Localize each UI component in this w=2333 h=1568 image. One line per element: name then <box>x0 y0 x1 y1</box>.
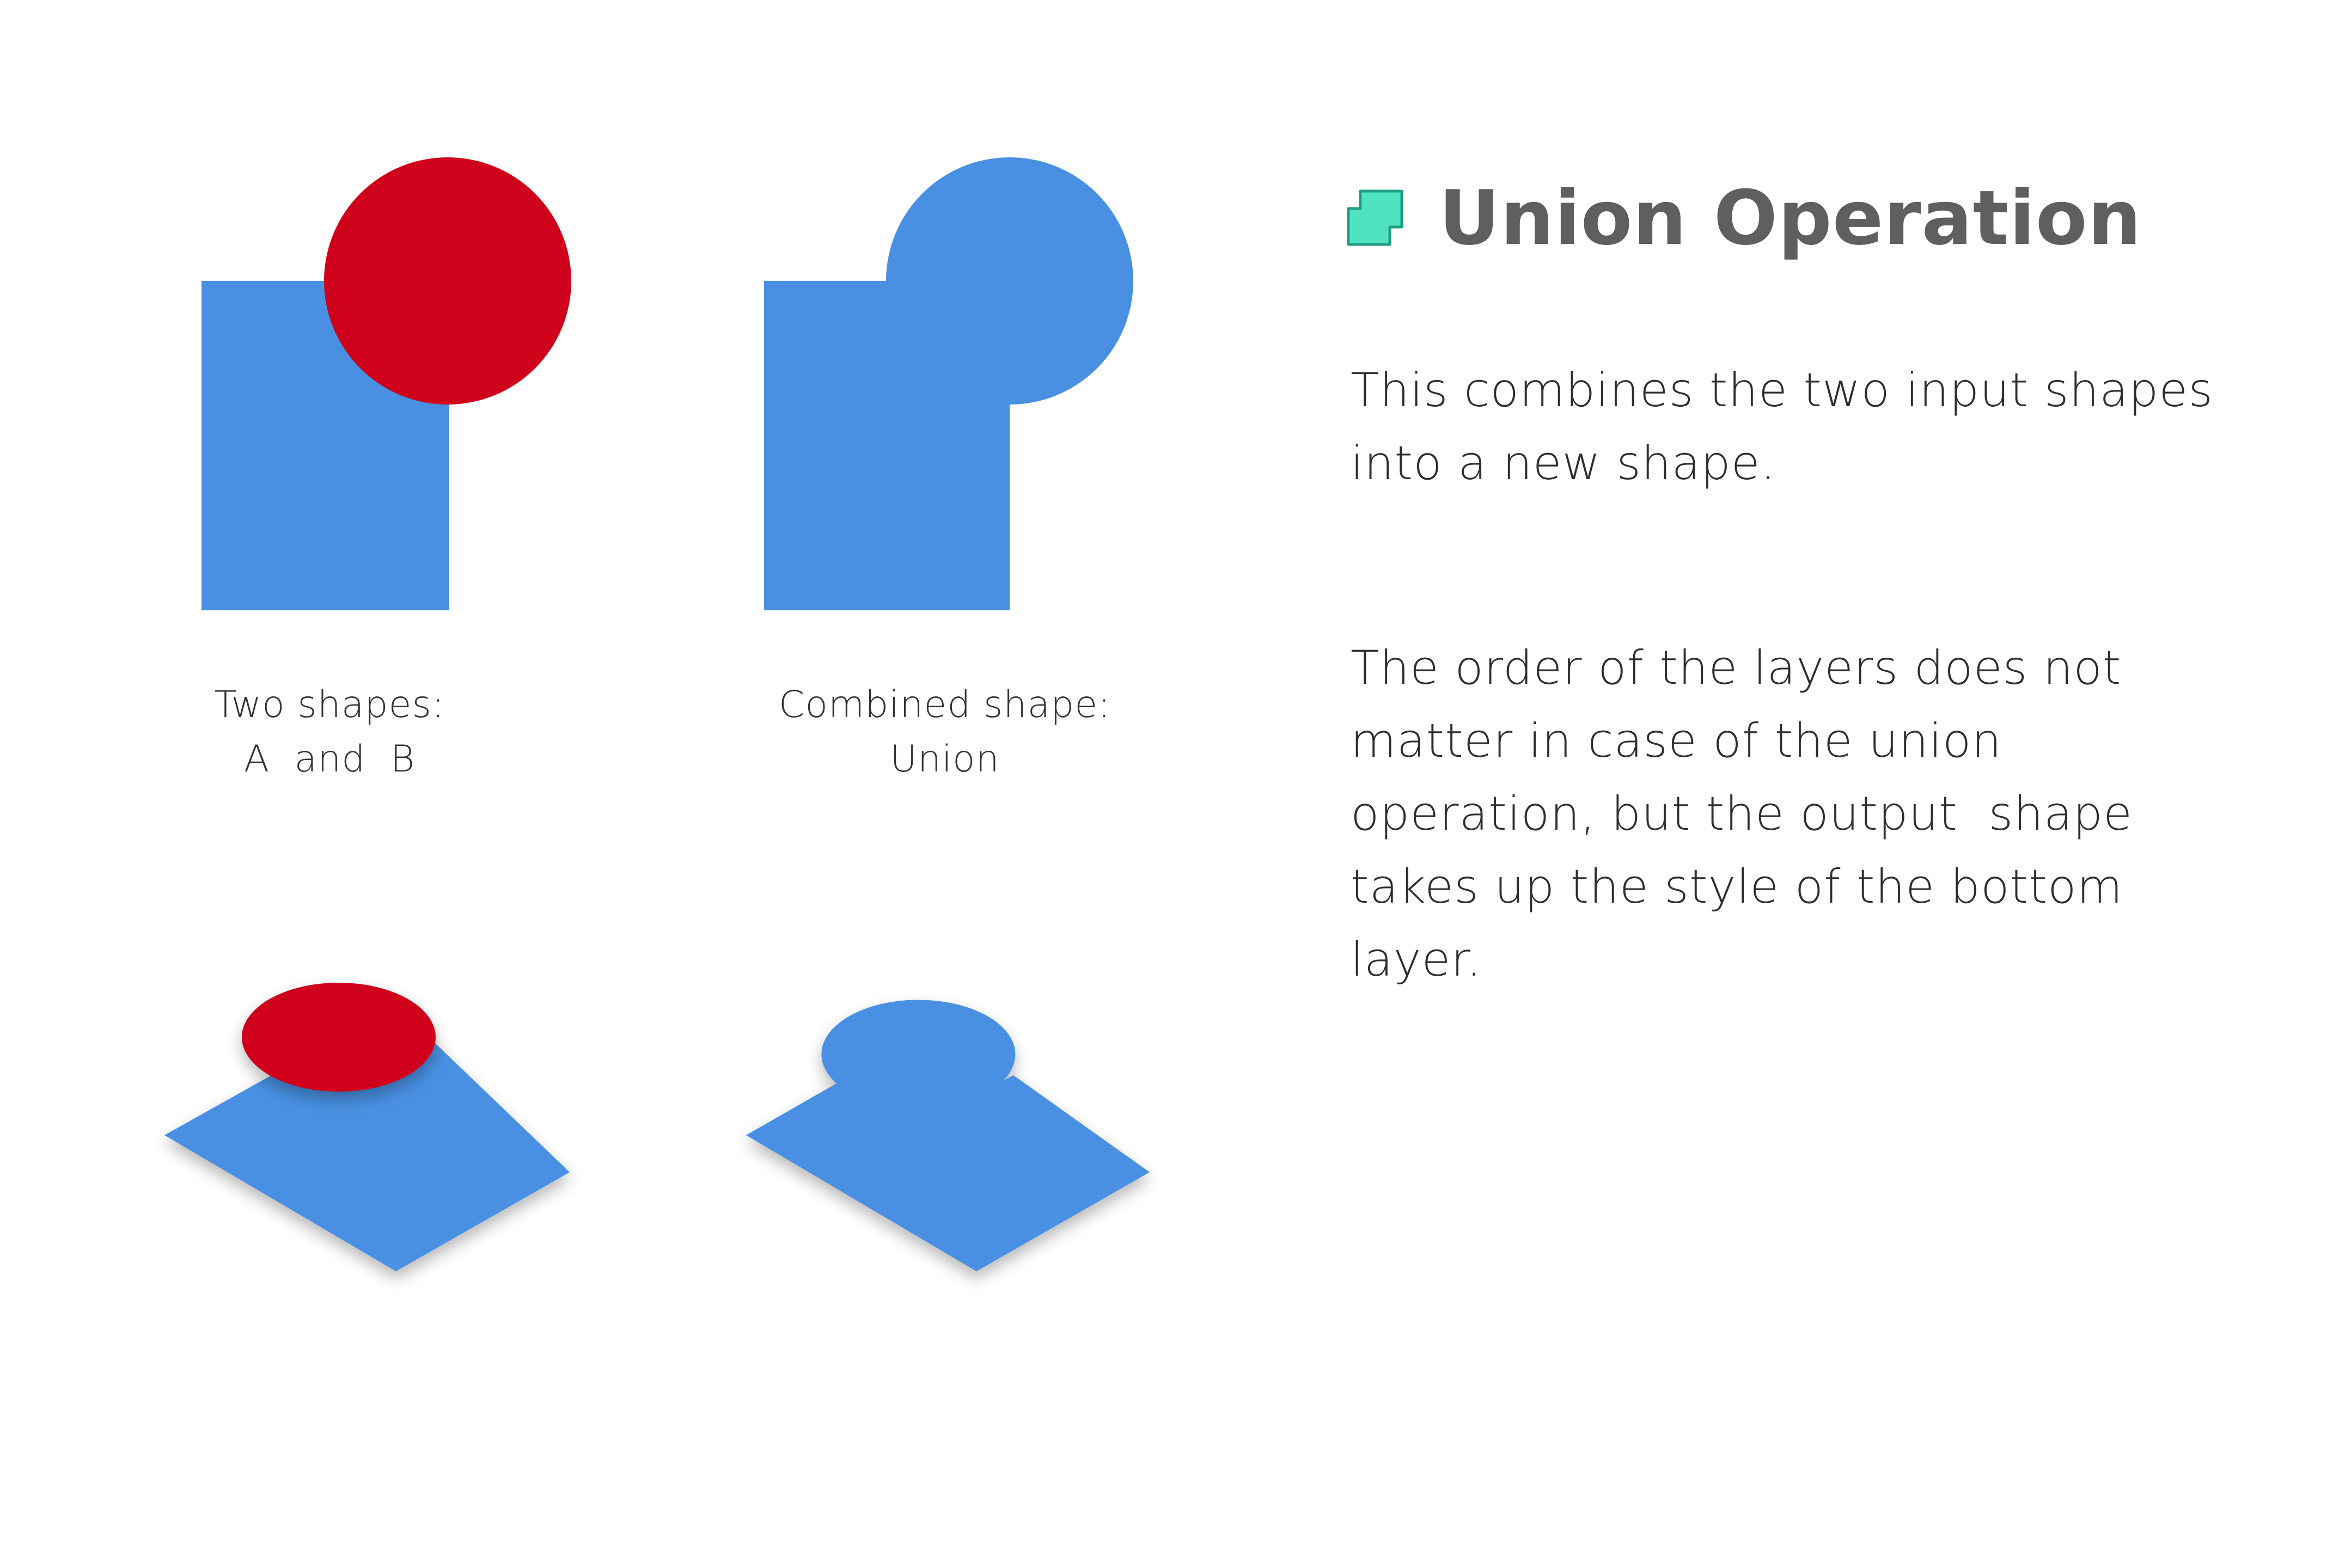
caption-line: Union <box>890 738 1000 781</box>
text-line: matter in case of the union <box>1351 714 2002 768</box>
caption-line: Two shapes: <box>214 683 445 726</box>
caption-combined-shape: Combined shape: Union <box>700 678 1190 787</box>
shape-b-circle <box>324 157 571 405</box>
text-line: takes up the style of the bottom <box>1351 860 2123 914</box>
title-row: Union Operation <box>1345 163 2142 272</box>
text-line: The order of the layers does not <box>1351 641 2122 695</box>
text-line: layer. <box>1351 933 1482 987</box>
caption-line: Combined shape: <box>778 683 1111 726</box>
caption-two-shapes: Two shapes: A and B <box>84 678 575 787</box>
union-result-shape <box>764 157 1133 610</box>
text-line: into a new shape. <box>1351 436 1776 491</box>
text-line: This combines the two input shapes <box>1351 363 2214 418</box>
description-paragraph-2: The order of the layers does not matter … <box>1351 632 2298 996</box>
shape-a-isometric <box>164 1006 570 1271</box>
union-operation-icon <box>1347 189 1403 246</box>
shape-b-isometric <box>242 983 436 1092</box>
description-paragraph-1: This combines the two input shapes into … <box>1351 354 2298 500</box>
page-title: Union Operation <box>1439 174 2142 262</box>
text-line: operation, but the output shape <box>1351 787 2133 841</box>
union-shape-isometric <box>746 1000 1150 1271</box>
caption-line: A and B <box>243 738 416 781</box>
